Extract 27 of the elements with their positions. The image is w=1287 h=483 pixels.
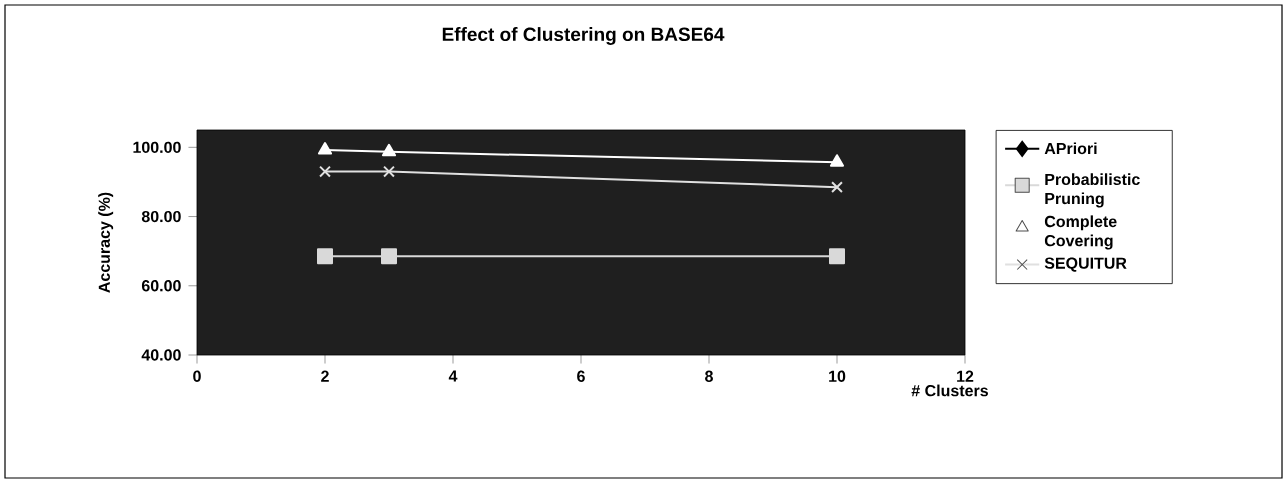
point [829,248,845,265]
y-axis-title: Accuracy (%) [98,192,114,293]
point [831,181,843,194]
point [317,248,333,265]
point [829,154,845,167]
point [381,248,397,265]
x-axis-title: # Clusters [911,384,988,397]
x-tick-label: 8 [705,370,713,382]
x-tick-label: 12 [957,370,974,382]
x-tick-label: 10 [829,370,846,382]
x-tick-label: 0 [193,370,201,382]
point [317,142,333,155]
y-tick-label: 60.00 [141,280,181,292]
y-tick-label: 80.00 [141,210,181,223]
legend-label: Probabilistic Pruning [1045,173,1140,208]
chart-title: Effect of Clustering on BASE64 [442,27,725,45]
x-tick-label: 2 [321,370,329,382]
y-tick-label: 40.00 [141,349,181,361]
point [319,165,331,178]
point [381,143,397,157]
y-tick-label: 100.00 [133,141,181,153]
point [383,165,395,178]
x-tick-label: 4 [448,370,458,382]
legend-label: APriori [1044,142,1097,155]
legend-label: SEQUITUR [1044,257,1127,272]
x-tick-label: 6 [577,370,585,382]
legend-label: Complete Covering [1044,215,1117,250]
